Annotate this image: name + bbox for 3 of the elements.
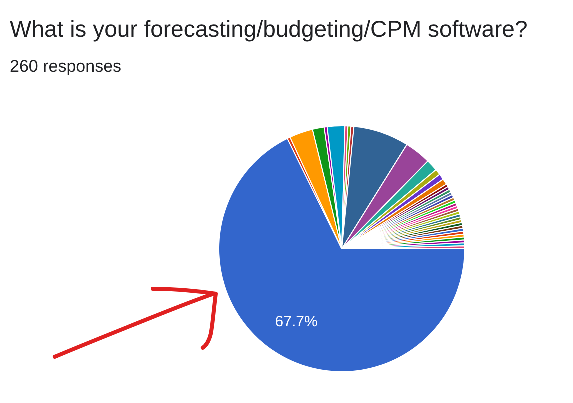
data-label: 67.7%	[275, 314, 318, 331]
chart-title: What is your forecasting/budgeting/CPM software?	[10, 15, 528, 43]
text: 260 responses	[10, 57, 122, 77]
